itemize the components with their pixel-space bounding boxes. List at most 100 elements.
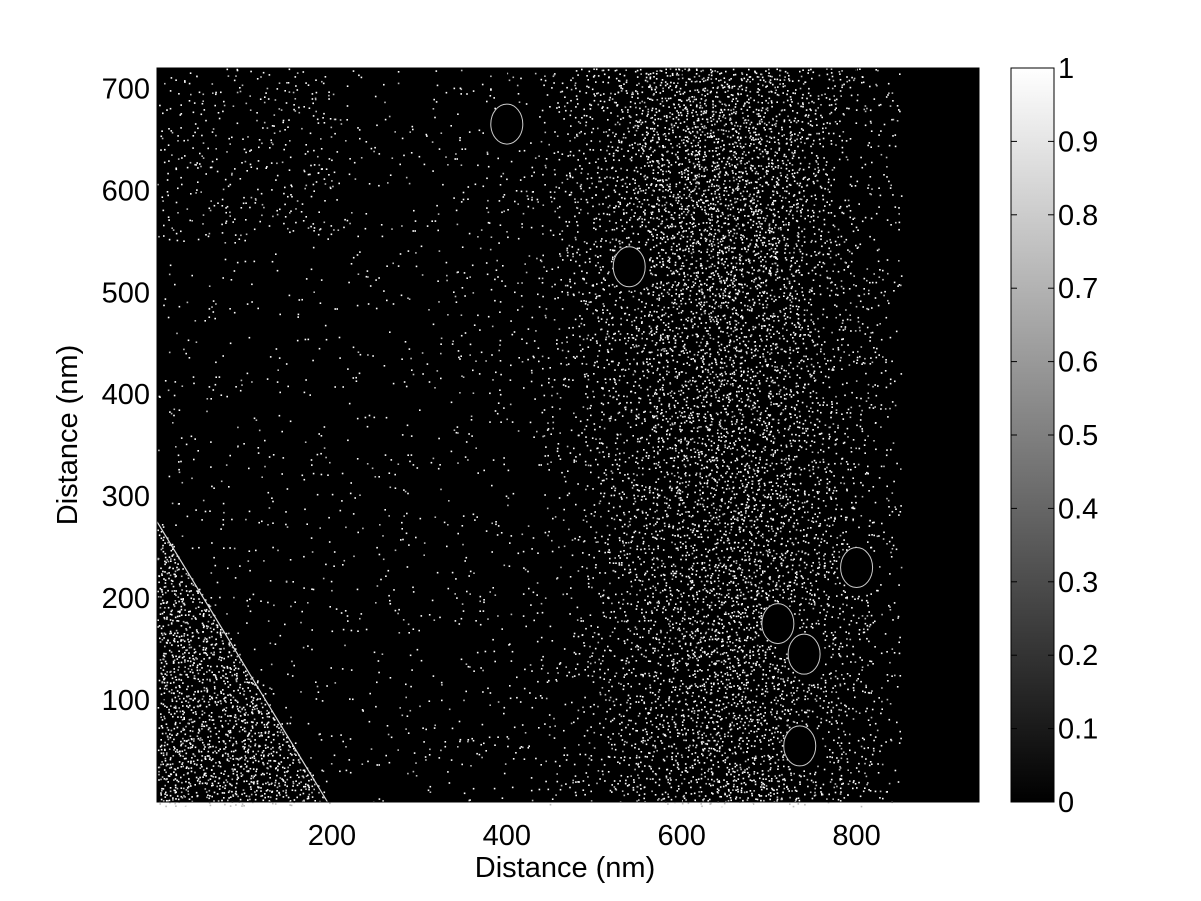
intensity-pixel	[783, 315, 786, 317]
intensity-pixel	[648, 165, 650, 167]
intensity-pixel	[693, 284, 695, 286]
intensity-pixel	[656, 217, 658, 219]
intensity-pixel	[788, 74, 790, 77]
intensity-pixel	[171, 131, 174, 134]
intensity-pixel	[807, 69, 810, 72]
intensity-pixel	[638, 345, 640, 347]
intensity-pixel	[709, 373, 712, 375]
intensity-pixel	[760, 282, 763, 284]
intensity-pixel	[826, 73, 829, 76]
intensity-pixel	[732, 143, 734, 145]
intensity-pixel	[631, 96, 633, 98]
intensity-pixel	[636, 247, 639, 250]
intensity-pixel	[613, 101, 616, 104]
intensity-pixel	[583, 355, 585, 358]
intensity-pixel	[662, 186, 665, 188]
intensity-pixel	[877, 304, 880, 307]
intensity-pixel	[777, 159, 779, 162]
intensity-pixel	[653, 177, 655, 180]
intensity-pixel	[650, 217, 652, 219]
intensity-pixel	[739, 362, 742, 365]
intensity-pixel	[735, 121, 737, 124]
intensity-pixel	[716, 238, 719, 241]
intensity-pixel	[728, 247, 730, 250]
intensity-pixel	[745, 122, 748, 124]
intensity-pixel	[222, 110, 224, 113]
intensity-pixel	[831, 281, 833, 284]
intensity-pixel	[607, 351, 610, 353]
intensity-pixel	[724, 261, 726, 263]
intensity-pixel	[569, 114, 572, 117]
intensity-pixel	[828, 191, 831, 193]
intensity-pixel	[830, 68, 833, 70]
intensity-pixel	[260, 192, 263, 195]
intensity-pixel	[621, 111, 624, 113]
intensity-pixel	[871, 307, 873, 309]
intensity-pixel	[658, 297, 661, 300]
intensity-pixel	[279, 208, 281, 211]
intensity-pixel	[250, 70, 252, 73]
intensity-pixel	[685, 106, 687, 109]
intensity-pixel	[561, 238, 564, 241]
intensity-pixel	[593, 93, 595, 95]
intensity-pixel	[876, 324, 879, 326]
intensity-pixel	[867, 292, 870, 295]
intensity-pixel	[772, 231, 775, 234]
intensity-pixel	[593, 222, 595, 224]
intensity-pixel	[695, 299, 697, 301]
intensity-pixel	[686, 112, 689, 115]
intensity-pixel	[776, 277, 779, 279]
intensity-pixel	[197, 238, 200, 241]
intensity-pixel	[768, 324, 771, 326]
intensity-pixel	[805, 263, 808, 265]
intensity-pixel	[676, 270, 679, 273]
intensity-pixel	[814, 240, 817, 243]
intensity-pixel	[740, 328, 742, 330]
intensity-pixel	[793, 120, 796, 122]
intensity-pixel	[696, 181, 698, 183]
intensity-pixel	[715, 138, 718, 140]
intensity-pixel	[761, 291, 764, 293]
intensity-pixel	[662, 190, 664, 193]
intensity-pixel	[177, 212, 179, 214]
intensity-pixel	[825, 164, 827, 166]
intensity-pixel	[784, 252, 786, 254]
intensity-pixel	[538, 306, 541, 308]
intensity-pixel	[671, 89, 673, 91]
intensity-pixel	[653, 149, 656, 152]
intensity-pixel	[712, 299, 715, 301]
intensity-pixel	[780, 174, 782, 177]
intensity-pixel	[554, 283, 556, 286]
intensity-pixel	[556, 107, 558, 109]
intensity-pixel	[759, 362, 761, 364]
intensity-pixel	[824, 187, 826, 190]
intensity-pixel	[758, 109, 760, 112]
intensity-pixel	[740, 108, 743, 110]
intensity-pixel	[708, 305, 711, 307]
intensity-pixel	[683, 194, 685, 196]
intensity-pixel	[670, 143, 672, 145]
intensity-pixel	[215, 134, 217, 137]
intensity-pixel	[596, 245, 598, 248]
intensity-pixel	[646, 183, 648, 186]
intensity-pixel	[814, 344, 817, 346]
intensity-pixel	[745, 89, 747, 92]
intensity-pixel	[741, 268, 744, 270]
intensity-pixel	[755, 285, 757, 288]
intensity-pixel	[744, 203, 747, 206]
intensity-pixel	[366, 270, 369, 272]
intensity-pixel	[751, 138, 753, 141]
intensity-pixel	[691, 127, 694, 129]
intensity-pixel	[629, 106, 632, 108]
intensity-pixel	[761, 327, 763, 330]
intensity-pixel	[801, 259, 803, 262]
intensity-pixel	[766, 292, 768, 295]
intensity-pixel	[611, 228, 614, 231]
intensity-pixel	[457, 113, 459, 115]
intensity-pixel	[705, 330, 708, 332]
intensity-pixel	[678, 354, 680, 356]
intensity-pixel	[674, 301, 676, 304]
intensity-pixel	[636, 84, 638, 86]
intensity-pixel	[738, 85, 741, 88]
intensity-pixel	[644, 165, 646, 167]
